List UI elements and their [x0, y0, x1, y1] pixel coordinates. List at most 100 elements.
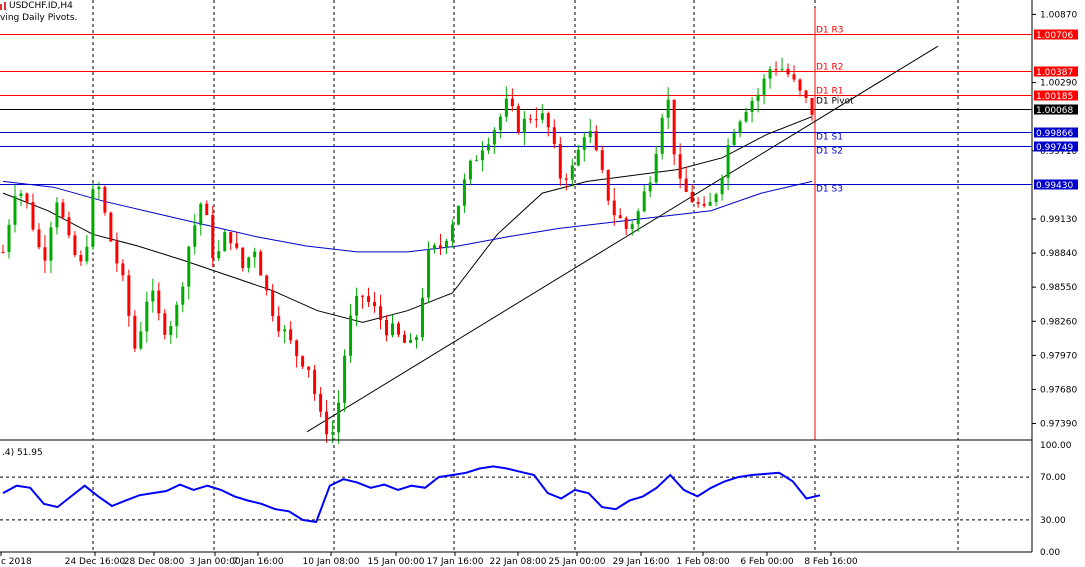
candle-body [564, 178, 568, 180]
time-tick-label: 1 Feb 08:00 [676, 557, 730, 567]
candle-body [13, 196, 17, 225]
candle-body [217, 251, 221, 259]
candle-body [642, 191, 646, 212]
pivot-level-label: D1 R3 [816, 26, 844, 36]
candle-body [588, 131, 592, 138]
candle-body [468, 160, 472, 180]
candle-body [73, 235, 77, 256]
candle-body [235, 243, 239, 248]
time-tick-label: 8 Feb 16:00 [804, 557, 858, 567]
time-tick-label: 10 Jan 08:00 [303, 557, 360, 567]
candle-body [37, 229, 41, 248]
candle-body [211, 215, 215, 259]
rsi-level-label: 30.00 [1040, 516, 1066, 526]
moving-average-line [2, 180, 813, 253]
candle-body [115, 241, 119, 264]
candle-body [660, 117, 664, 154]
candle-body [600, 150, 604, 170]
candle-body [367, 296, 371, 302]
price-tick-label: 0.98260 [1040, 317, 1077, 327]
candle-body [594, 131, 598, 151]
candle-body [85, 246, 89, 262]
candle-body [804, 90, 808, 99]
candles [1, 57, 814, 444]
trendline[interactable] [306, 45, 939, 433]
candle-body [121, 263, 125, 276]
candle-body [606, 169, 610, 201]
candle-body [325, 411, 329, 435]
candle-body [187, 246, 191, 287]
time-tick-label: 17 Jan 16:00 [427, 557, 484, 567]
candle-body [744, 111, 748, 122]
candle-body [798, 79, 802, 91]
candle-body [768, 69, 772, 79]
candle-body [726, 145, 730, 178]
candle-body [253, 251, 257, 258]
candle-body [672, 99, 676, 155]
candle-body [546, 113, 550, 128]
time-tick-label: 24 Dec 16:00 [65, 557, 126, 567]
candle-body [774, 69, 778, 71]
price-tick-label: 0.98550 [1040, 283, 1077, 293]
candle-body [534, 119, 538, 121]
time-tick-label: 6 Feb 00:00 [740, 557, 794, 567]
candle-body [528, 118, 532, 120]
candle-body [175, 304, 179, 327]
candle-body [283, 329, 287, 332]
price-tag-label: 1.00387 [1036, 68, 1073, 78]
candle-body [414, 337, 418, 340]
candle-body [426, 249, 430, 298]
candle-body [157, 290, 161, 314]
candle-body [223, 232, 227, 252]
candle-body [61, 202, 65, 218]
candle-body [373, 301, 377, 307]
candle-body [810, 98, 814, 115]
candle-body [684, 178, 688, 192]
price-tag-label: 0.99430 [1036, 181, 1073, 191]
pivot-level-label: D1 R2 [816, 63, 844, 73]
candle-body [403, 334, 407, 343]
candle-body [438, 245, 442, 248]
candle-body [19, 193, 23, 197]
candle-body [319, 393, 323, 412]
candle-body [678, 154, 682, 179]
candle-body [361, 295, 365, 297]
candle-body [630, 224, 634, 229]
candle-body [25, 193, 29, 203]
candle-body [570, 165, 574, 180]
price-tick-label: 0.97390 [1040, 420, 1077, 430]
candle-body [247, 257, 251, 268]
candle-body [301, 356, 305, 367]
candle-body [43, 247, 47, 261]
price-tick-label: 1.00290 [1040, 79, 1077, 89]
candle-body [654, 153, 658, 183]
candle-body [762, 78, 766, 95]
candle-body [385, 319, 389, 336]
candle-body [420, 297, 424, 338]
candle-body [145, 301, 149, 332]
time-tick-label: 28 Dec 08:00 [124, 557, 185, 567]
price-tick-label: 0.98840 [1040, 249, 1077, 259]
price-tag-box [1034, 127, 1078, 138]
candle-body [714, 194, 718, 202]
candle-body [474, 160, 478, 162]
current-price-tag [1034, 104, 1078, 115]
candle-body [552, 127, 556, 145]
candle-body [462, 179, 466, 206]
candle-body [241, 247, 245, 268]
candle-body [343, 355, 347, 403]
candle-body [732, 133, 736, 146]
candle-body [151, 290, 155, 302]
candle-body [193, 225, 197, 247]
candle-body [49, 227, 53, 261]
time-tick-label: 22 Jan 08:00 [490, 557, 547, 567]
candle-body [391, 323, 395, 336]
candle-body [750, 100, 754, 112]
candle-body [432, 245, 436, 250]
time-tick-label: 15 Jan 00:00 [368, 557, 425, 567]
price-tag-box [1034, 66, 1078, 77]
rsi-line [2, 465, 821, 524]
candle-body [133, 315, 137, 349]
